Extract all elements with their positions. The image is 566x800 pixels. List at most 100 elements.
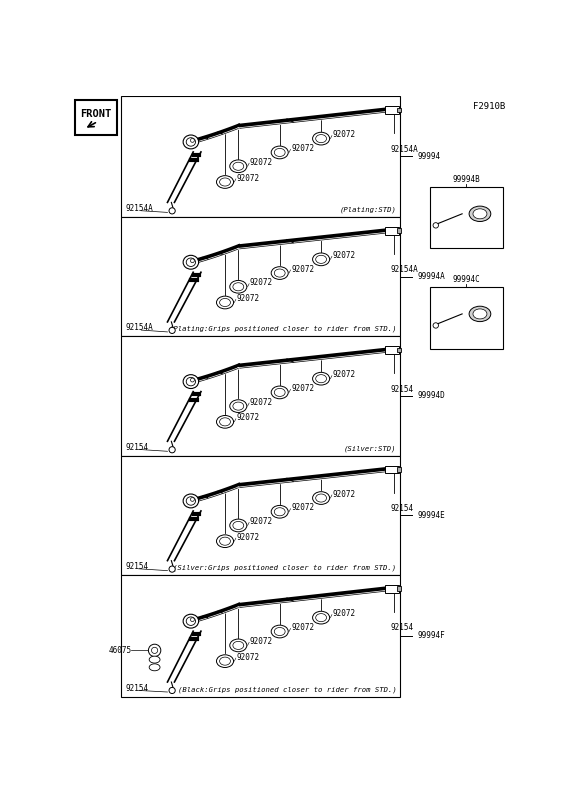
Ellipse shape [312, 132, 329, 145]
Ellipse shape [183, 374, 199, 389]
Ellipse shape [275, 627, 285, 635]
Text: 92072: 92072 [291, 144, 315, 153]
Ellipse shape [230, 639, 247, 652]
Ellipse shape [183, 614, 199, 628]
Ellipse shape [217, 654, 234, 667]
Ellipse shape [233, 642, 244, 650]
Text: 99994C: 99994C [452, 275, 481, 284]
Ellipse shape [230, 519, 247, 532]
Ellipse shape [469, 306, 491, 322]
Text: 92154A: 92154A [390, 266, 418, 274]
Ellipse shape [233, 282, 244, 291]
Text: (Black:Grips positioned closer to rider from STD.): (Black:Grips positioned closer to rider … [178, 686, 396, 693]
Circle shape [169, 687, 175, 694]
Ellipse shape [186, 497, 195, 505]
Ellipse shape [217, 176, 234, 188]
Text: 99994F: 99994F [417, 631, 445, 640]
Ellipse shape [217, 535, 234, 547]
Text: 92072: 92072 [250, 637, 273, 646]
Text: 92072: 92072 [291, 384, 315, 393]
Ellipse shape [186, 378, 195, 386]
Circle shape [433, 322, 439, 328]
Ellipse shape [271, 625, 288, 638]
Circle shape [148, 644, 161, 657]
Text: 92072: 92072 [250, 517, 273, 526]
Ellipse shape [230, 160, 247, 173]
Text: (Plating:STD): (Plating:STD) [340, 206, 396, 213]
Ellipse shape [271, 266, 288, 279]
Text: 99994E: 99994E [417, 510, 445, 520]
Ellipse shape [271, 146, 288, 158]
Text: 92072: 92072 [250, 398, 273, 406]
Text: FRONT: FRONT [80, 109, 112, 118]
Bar [397, 586, 401, 591]
Ellipse shape [186, 617, 195, 626]
Circle shape [191, 618, 194, 622]
Text: 92154: 92154 [390, 385, 413, 394]
Bar [121, 217, 400, 336]
Bar [385, 585, 398, 593]
Text: 92072: 92072 [237, 533, 260, 542]
Ellipse shape [220, 657, 230, 665]
Text: 92154: 92154 [125, 442, 148, 452]
Bar [397, 107, 401, 112]
Ellipse shape [473, 209, 487, 219]
Text: 92154A: 92154A [125, 204, 153, 213]
Ellipse shape [183, 494, 199, 508]
Bar [121, 336, 400, 455]
Text: 92072: 92072 [333, 130, 356, 139]
Ellipse shape [275, 388, 285, 397]
Text: 92072: 92072 [291, 503, 315, 513]
Ellipse shape [233, 162, 244, 170]
Circle shape [191, 138, 194, 142]
Bar [385, 227, 398, 234]
Ellipse shape [220, 178, 230, 186]
Circle shape [169, 566, 175, 572]
Text: 92154A: 92154A [125, 323, 153, 332]
Bar [385, 346, 398, 354]
Text: 92072: 92072 [250, 278, 273, 287]
Text: 92154: 92154 [125, 562, 148, 571]
Bar [121, 96, 400, 217]
Text: F2910B: F2910B [473, 102, 505, 111]
Ellipse shape [186, 138, 195, 146]
Text: 99994A: 99994A [417, 272, 445, 281]
Text: (Plating:Grips positioned closer to rider from STD.): (Plating:Grips positioned closer to ride… [169, 326, 396, 332]
Ellipse shape [220, 298, 230, 306]
Ellipse shape [312, 253, 329, 266]
Ellipse shape [312, 492, 329, 504]
Circle shape [169, 327, 175, 334]
Ellipse shape [217, 415, 234, 428]
Text: 92154: 92154 [390, 504, 413, 513]
Text: 92072: 92072 [333, 490, 356, 498]
Bar [397, 229, 401, 233]
Ellipse shape [316, 374, 327, 382]
Text: 92072: 92072 [237, 653, 260, 662]
Ellipse shape [316, 494, 327, 502]
Text: 92154A: 92154A [436, 193, 461, 199]
Ellipse shape [233, 522, 244, 530]
Text: 92072: 92072 [291, 623, 315, 632]
Ellipse shape [230, 281, 247, 293]
Circle shape [191, 258, 194, 262]
Ellipse shape [233, 402, 244, 410]
Bar [397, 467, 401, 472]
Circle shape [152, 647, 158, 654]
Ellipse shape [220, 418, 230, 426]
Text: 92072: 92072 [250, 158, 273, 167]
Circle shape [169, 446, 175, 453]
Ellipse shape [149, 656, 160, 663]
Text: 99994D: 99994D [417, 391, 445, 401]
Text: 92154: 92154 [125, 684, 148, 693]
Text: 92154: 92154 [390, 623, 413, 633]
Bar [385, 106, 398, 114]
Bar [121, 455, 400, 575]
Text: (Silver:STD): (Silver:STD) [344, 446, 396, 452]
Text: 92072: 92072 [333, 610, 356, 618]
Ellipse shape [275, 148, 285, 157]
Ellipse shape [217, 296, 234, 309]
Ellipse shape [186, 258, 195, 266]
Ellipse shape [312, 372, 329, 385]
Ellipse shape [230, 400, 247, 413]
Ellipse shape [149, 664, 160, 670]
